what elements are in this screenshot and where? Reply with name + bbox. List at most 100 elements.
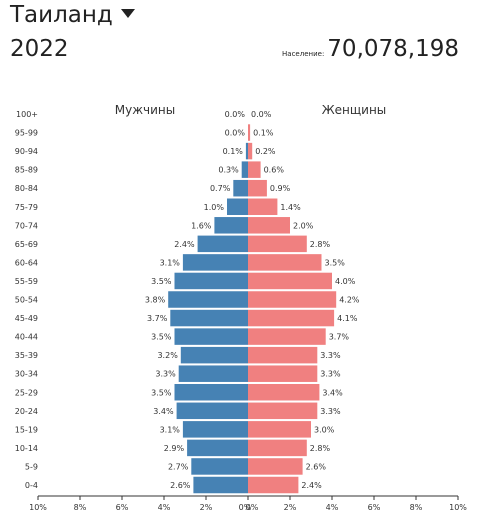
- age-group-label: 40-44: [15, 333, 38, 342]
- male-value-label: 0.0%: [225, 129, 246, 138]
- age-group-label: 70-74: [15, 221, 38, 230]
- female-bar: [248, 439, 307, 457]
- female-value-label: 3.3%: [320, 351, 341, 360]
- male-value-label: 3.2%: [157, 351, 178, 360]
- female-value-label: 3.3%: [320, 370, 341, 379]
- male-value-label: 3.1%: [160, 258, 181, 267]
- male-bar: [245, 142, 248, 160]
- male-bar: [193, 476, 248, 494]
- male-value-label: 2.9%: [164, 444, 185, 453]
- female-bar: [248, 291, 337, 308]
- female-value-label: 2.4%: [301, 481, 322, 490]
- female-value-label: 3.5%: [325, 258, 346, 267]
- female-value-label: 1.4%: [280, 203, 301, 212]
- female-bar: [248, 458, 303, 475]
- age-group-label: 20-24: [15, 407, 38, 416]
- male-value-label: 1.0%: [204, 203, 225, 212]
- age-group-label: 5-9: [25, 462, 38, 471]
- male-bar: [187, 439, 248, 457]
- male-bar: [174, 384, 248, 401]
- male-bar: [170, 309, 248, 327]
- female-bar: [248, 402, 318, 420]
- male-bar: [197, 235, 248, 253]
- male-value-label: 2.7%: [168, 462, 189, 471]
- x-tick-label-left: 8%: [74, 503, 87, 512]
- male-bar: [180, 346, 248, 364]
- age-group-label: 65-69: [15, 240, 38, 249]
- female-bar: [248, 179, 267, 197]
- age-group-label: 35-39: [15, 351, 38, 360]
- population-display: Население: 70,078,198: [282, 36, 459, 62]
- female-bar: [248, 328, 326, 345]
- female-bar: [248, 365, 318, 382]
- female-value-label: 0.0%: [251, 110, 272, 119]
- age-group-label: 30-34: [15, 370, 38, 379]
- male-bar: [178, 365, 248, 382]
- x-tick-label-right: 4%: [326, 503, 339, 512]
- female-value-label: 2.8%: [310, 240, 331, 249]
- country-selector[interactable]: Таиланд: [10, 2, 135, 28]
- female-bar: [248, 235, 307, 253]
- female-value-label: 3.4%: [322, 388, 343, 397]
- male-bar: [174, 272, 248, 290]
- female-bar: [248, 254, 322, 271]
- female-value-label: 2.0%: [293, 221, 314, 230]
- population-value: 70,078,198: [327, 36, 459, 62]
- female-value-label: 0.9%: [270, 184, 291, 193]
- age-group-label: 90-94: [15, 147, 38, 156]
- year-label: 2022: [10, 36, 69, 62]
- population-label: Население:: [282, 50, 325, 58]
- male-bar: [227, 198, 248, 215]
- male-bar: [214, 217, 248, 234]
- male-value-label: 3.4%: [153, 407, 174, 416]
- age-group-label: 15-19: [15, 425, 38, 434]
- male-value-label: 3.5%: [151, 333, 172, 342]
- age-group-label: 10-14: [15, 444, 38, 453]
- male-bar: [174, 328, 248, 345]
- female-value-label: 2.8%: [310, 444, 331, 453]
- age-group-label: 55-59: [15, 277, 38, 286]
- male-value-label: 0.0%: [225, 110, 246, 119]
- country-name: Таиланд: [10, 2, 113, 28]
- male-bar: [182, 254, 248, 271]
- female-bar: [248, 421, 311, 438]
- x-tick-label-left: 6%: [116, 503, 129, 512]
- caret-down-icon[interactable]: [120, 9, 135, 18]
- female-bar: [248, 384, 320, 401]
- male-bar: [176, 402, 248, 420]
- age-group-label: 75-79: [15, 203, 38, 212]
- female-bar: [248, 161, 261, 178]
- female-value-label: 3.7%: [329, 333, 350, 342]
- male-value-label: 3.7%: [147, 314, 168, 323]
- x-tick-label-left: 0%: [239, 503, 252, 512]
- female-value-label: 3.0%: [314, 425, 335, 434]
- legend-female: Женщины: [322, 103, 387, 117]
- x-tick-label-left: 4%: [158, 503, 171, 512]
- female-bar: [248, 272, 332, 290]
- x-tick-label-right: 0%: [246, 503, 259, 512]
- age-group-label: 45-49: [15, 314, 38, 323]
- male-value-label: 1.6%: [191, 221, 212, 230]
- male-bar: [182, 421, 248, 438]
- male-bar: [233, 179, 248, 197]
- age-group-label: 60-64: [15, 258, 38, 267]
- male-value-label: 3.8%: [145, 296, 166, 305]
- female-value-label: 2.6%: [306, 462, 327, 471]
- male-value-label: 3.1%: [160, 425, 181, 434]
- x-tick-label-right: 8%: [410, 503, 423, 512]
- male-value-label: 0.1%: [223, 147, 244, 156]
- x-tick-label-right: 2%: [284, 503, 297, 512]
- female-value-label: 4.0%: [335, 277, 356, 286]
- age-group-label: 95-99: [15, 129, 38, 138]
- age-group-label: 80-84: [15, 184, 38, 193]
- female-bar: [248, 124, 251, 141]
- female-value-label: 0.2%: [255, 147, 276, 156]
- female-value-label: 4.1%: [337, 314, 358, 323]
- male-value-label: 3.5%: [151, 277, 172, 286]
- male-bar: [168, 291, 248, 308]
- age-group-label: 100+: [16, 110, 38, 119]
- male-value-label: 0.3%: [218, 166, 239, 175]
- male-value-label: 3.3%: [155, 370, 176, 379]
- male-bar: [241, 161, 248, 178]
